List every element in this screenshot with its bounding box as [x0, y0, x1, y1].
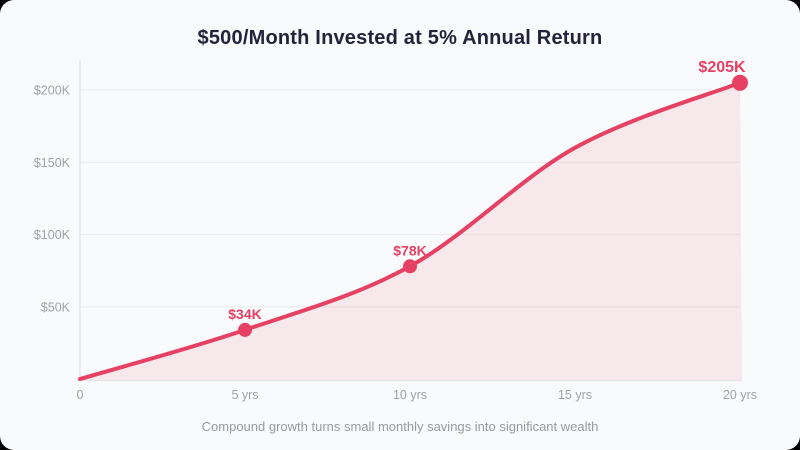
y-axis-label: $50K [41, 300, 71, 314]
y-axis-label: $150K [34, 156, 71, 170]
data-point-dot [732, 74, 748, 91]
chart-caption: Compound growth turns small monthly savi… [201, 419, 599, 434]
data-point-dot [403, 259, 417, 274]
data-point-label: $34K [228, 306, 261, 322]
chart-title: $500/Month Invested at 5% Annual Return [197, 27, 603, 49]
x-axis-label: 5 yrs [231, 388, 258, 402]
data-point-label: $205K [698, 59, 746, 76]
y-axis-label: $100K [34, 228, 71, 242]
x-axis-label: 0 [77, 388, 84, 402]
x-axis-label: 15 yrs [558, 388, 592, 402]
area-fill [80, 82, 742, 381]
x-axis-label: 20 yrs [723, 388, 757, 402]
x-axis-label: 10 yrs [393, 388, 427, 402]
data-point-dot [238, 322, 252, 337]
y-axis-label: $200K [34, 84, 71, 98]
data-point-label: $78K [393, 242, 426, 258]
